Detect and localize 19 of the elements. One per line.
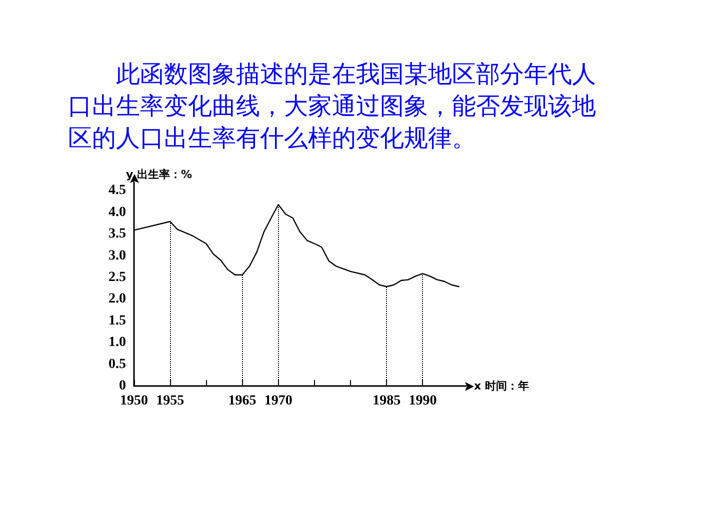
x-tick-label: 1990 (408, 394, 437, 408)
y-tick-label: 1.5 (108, 313, 126, 328)
chart-title: 此函数图象描述的是在我国某地区部分年代人口出生率变化曲线，大家通过图象，能否发现该地区的人口出生率有什么样的变化规律。 (68, 59, 597, 154)
y-axis-title: y 出生率：% (126, 168, 192, 181)
x-tick-label: 1985 (372, 394, 401, 408)
y-tick-label: 3.0 (108, 248, 126, 264)
y-tick-label: 1.0 (108, 335, 126, 350)
y-tick-label: 2.0 (108, 292, 126, 307)
y-tick-label: 4.0 (108, 204, 126, 220)
x-tick-label: 1970 (264, 394, 292, 408)
x-axis-title: x 时间：年 (474, 380, 529, 392)
y-tick-label: 3.5 (108, 226, 126, 242)
y-tick-label: 0 (119, 378, 126, 394)
y-tick-label: 0.5 (108, 356, 126, 372)
x-tick-label: 1950 (120, 394, 148, 408)
x-tick-label: 1955 (156, 394, 184, 408)
y-tick-label: 2.5 (108, 270, 126, 285)
y-tick-label: 4.5 (108, 183, 126, 198)
x-tick-label: 1965 (228, 394, 256, 408)
